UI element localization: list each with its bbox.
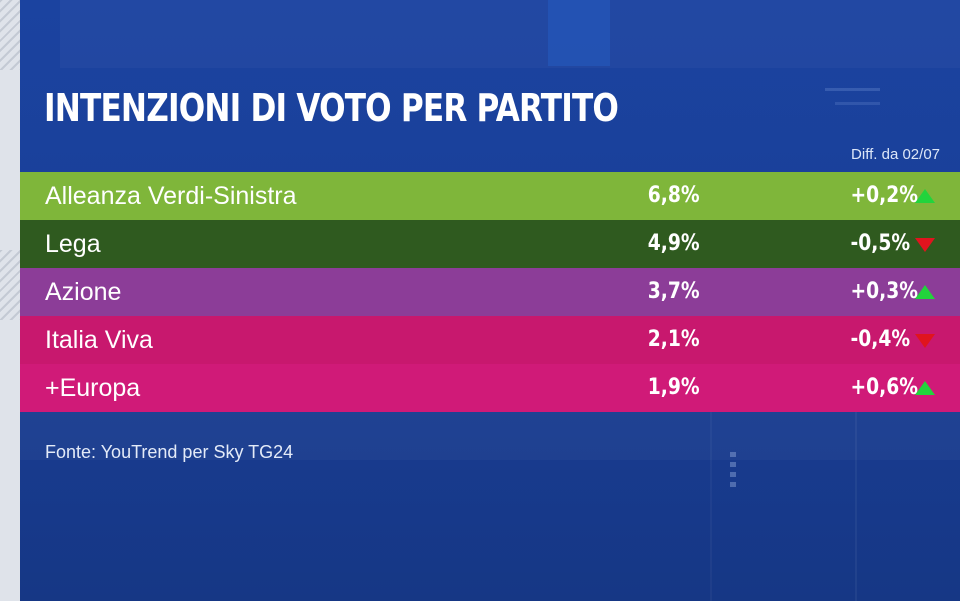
party-percentage: 2,1%	[647, 327, 700, 352]
decorative-dots	[730, 452, 736, 488]
party-row: Lega 4,9% -0,5%	[20, 220, 960, 268]
party-row: Italia Viva 2,1% -0,4%	[20, 316, 960, 364]
decorative-line	[825, 88, 880, 91]
party-change: +0,2%	[850, 183, 919, 208]
party-name: +Europa	[45, 374, 141, 402]
triangle-up-icon	[915, 189, 935, 203]
triangle-up-icon	[915, 285, 935, 299]
party-change: +0,3%	[850, 279, 919, 304]
party-change: -0,4%	[850, 327, 911, 352]
party-row: Azione 3,7% +0,3%	[20, 268, 960, 316]
party-percentage: 3,7%	[647, 279, 700, 304]
poll-graphic-panel: INTENZIONI DI VOTO PER PARTITO Diff. da …	[20, 0, 960, 601]
diff-reference-note: Diff. da 02/07	[851, 146, 940, 163]
hatch-pattern	[0, 0, 20, 70]
party-change: +0,6%	[850, 375, 919, 400]
party-rows: Alleanza Verdi-Sinistra 6,8% +0,2% Lega 4,9%…	[20, 172, 960, 412]
party-name: Lega	[45, 230, 101, 258]
party-change: -0,5%	[850, 231, 911, 256]
party-percentage: 1,9%	[647, 375, 700, 400]
party-row: Alleanza Verdi-Sinistra 6,8% +0,2%	[20, 172, 960, 220]
party-name: Azione	[45, 278, 122, 306]
triangle-down-icon	[915, 238, 935, 252]
chart-title: INTENZIONI DI VOTO PER PARTITO	[44, 86, 619, 130]
party-percentage: 6,8%	[647, 183, 700, 208]
party-percentage: 4,9%	[647, 231, 700, 256]
triangle-down-icon	[915, 334, 935, 348]
decorative-strip	[60, 0, 960, 68]
decorative-line	[855, 410, 857, 601]
decorative-line	[835, 102, 880, 105]
source-note: Fonte: YouTrend per Sky TG24	[45, 442, 294, 462]
decorative-line	[710, 410, 712, 601]
decorative-block	[548, 0, 610, 66]
triangle-up-icon	[915, 381, 935, 395]
left-edge-strip	[0, 0, 20, 601]
hatch-pattern	[0, 250, 20, 320]
party-row: +Europa 1,9% +0,6%	[20, 364, 960, 412]
party-name: Alleanza Verdi-Sinistra	[45, 182, 297, 210]
party-name: Italia Viva	[45, 326, 153, 354]
